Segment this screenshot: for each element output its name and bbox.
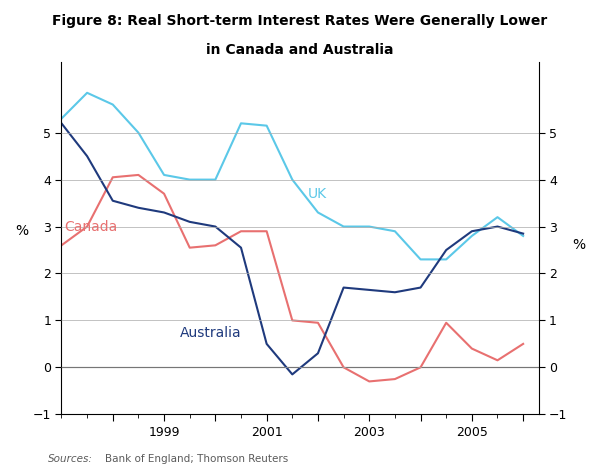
Text: Australia: Australia (179, 326, 241, 340)
Text: UK: UK (308, 187, 327, 201)
Y-axis label: %: % (15, 224, 28, 238)
Text: Figure 8: Real Short-term Interest Rates Were Generally Lower: Figure 8: Real Short-term Interest Rates… (52, 14, 548, 28)
Text: Bank of England; Thomson Reuters: Bank of England; Thomson Reuters (105, 454, 288, 464)
Y-axis label: %: % (572, 238, 585, 252)
Text: Sources:: Sources: (48, 454, 93, 464)
Text: in Canada and Australia: in Canada and Australia (206, 43, 394, 57)
Text: Canada: Canada (64, 220, 117, 234)
